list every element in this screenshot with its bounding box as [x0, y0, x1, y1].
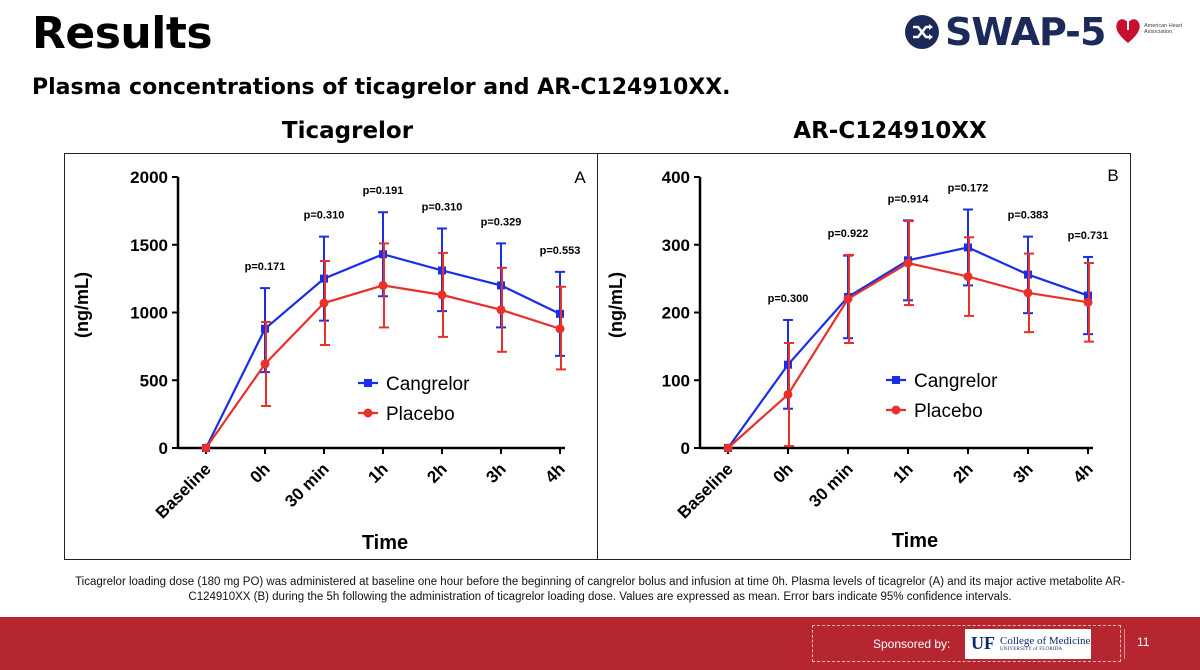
swap5-logo-text: SWAP-5: [945, 10, 1106, 54]
chart-a-y-axis-title: (ng/mL): [72, 272, 92, 338]
chart-a-legend-placebo-marker: [363, 408, 373, 418]
chart-b-y-tick-label: 400: [662, 168, 690, 187]
chart-a-p-value-label: p=0.553: [540, 245, 581, 257]
chart-a-legend-cangrelor-label: Cangrelor: [386, 374, 470, 395]
chart-a-placebo-point: [260, 359, 270, 369]
chart-b-panel-label: B: [1107, 166, 1118, 185]
chart-a-p-value-label: p=0.171: [245, 261, 286, 273]
page-separator: [1124, 629, 1125, 659]
uf-college-text: College of Medicine: [1000, 635, 1091, 647]
chart-b-x-tick-label: 1h: [889, 459, 916, 486]
chart-b-x-tick-label: 0h: [769, 459, 796, 486]
chart-a-x-tick-label: 30 min: [281, 459, 333, 511]
chart-b-x-tick-label: 3h: [1009, 459, 1036, 486]
chart-a-x-tick-label: 4h: [541, 459, 568, 486]
chart-a-x-tick-label: 1h: [364, 459, 391, 486]
chart-a-p-value-label: p=0.329: [481, 216, 522, 228]
chart-a-p-value-label: p=0.310: [422, 201, 463, 213]
chart-a-panel-label: A: [574, 168, 586, 187]
chart-b-placebo-point: [1083, 297, 1093, 307]
chart-a-legend-cangrelor-marker: [364, 379, 372, 387]
chart-a-y-tick-label: 1500: [130, 236, 168, 255]
page-title: Results: [32, 8, 213, 59]
chart-a-p-value-label: p=0.191: [363, 185, 404, 197]
chart-b-p-value-label: p=0.731: [1068, 230, 1109, 242]
chart-b-legend-placebo-marker: [891, 405, 901, 415]
chart-b-x-tick-label: 4h: [1069, 459, 1096, 486]
page-number: 11: [1137, 635, 1150, 649]
chart-a-placebo-point: [437, 290, 447, 300]
chart-b-legend-cangrelor-label: Cangrelor: [914, 371, 998, 392]
chart-a-x-axis-title: Time: [362, 532, 408, 554]
chart-b-x-tick-label: Baseline: [674, 459, 737, 522]
figure-caption: Ticagrelor loading dose (180 mg PO) was …: [75, 576, 1125, 603]
chart-a-p-value-label: p=0.310: [304, 210, 345, 222]
chart-b-placebo-point: [903, 258, 913, 268]
chart-a-y-tick-label: 0: [159, 439, 168, 458]
chart-b-heading: AR-C124910XX: [793, 118, 987, 144]
chart-a-y-tick-label: 500: [140, 371, 168, 390]
shuffle-icon: [905, 15, 939, 49]
aha-logo: American Heart Association.: [1115, 14, 1184, 44]
chart-b-y-tick-label: 300: [662, 236, 690, 255]
aha-logo-text: American Heart Association.: [1144, 23, 1183, 35]
chart-b-y-tick-label: 100: [662, 371, 690, 390]
chart-a-x-tick-label: 3h: [482, 459, 509, 486]
chart-b-p-value-label: p=0.300: [768, 293, 809, 305]
chart-a-placebo-point: [319, 298, 329, 308]
chart-b-placebo-point: [723, 443, 733, 453]
chart-b-legend-placebo-label: Placebo: [914, 401, 983, 422]
sponsor-box: Sponsored by: UF College of Medicine UNI…: [812, 625, 1121, 662]
chart-b-y-tick-label: 0: [681, 439, 690, 458]
footer-bar: Sponsored by: UF College of Medicine UNI…: [0, 617, 1200, 670]
chart-b-placebo-point: [1023, 288, 1033, 298]
uf-university-text: UNIVERSITY of FLORIDA: [1000, 647, 1063, 652]
chart-a-y-tick-label: 1000: [130, 304, 168, 323]
chart-b-y-axis-title: (ng/mL): [606, 272, 626, 338]
chart-b-placebo-point: [963, 272, 973, 282]
chart-b-p-value-label: p=0.383: [1008, 210, 1049, 222]
chart-a-legend-placebo-label: Placebo: [386, 404, 455, 425]
chart-b-x-axis-title: Time: [892, 530, 938, 552]
sponsor-label: Sponsored by:: [873, 636, 951, 651]
chart-b-p-value-label: p=0.914: [888, 193, 930, 205]
chart-b-p-value-label: p=0.172: [948, 183, 989, 195]
page-subtitle: Plasma concentrations of ticagrelor and …: [32, 75, 731, 100]
chart-b-x-tick-label: 2h: [949, 459, 976, 486]
chart-b-placebo-point: [783, 389, 793, 399]
chart-a-x-tick-label: 2h: [423, 459, 450, 486]
uf-logo-mark: UF: [971, 633, 995, 653]
chart-a-placebo-point: [555, 324, 565, 334]
chart-a-placebo-point: [378, 280, 388, 290]
heart-torch-icon: [1116, 14, 1140, 43]
chart-b-x-tick-label: 30 min: [805, 459, 857, 511]
chart-a-x-tick-label: Baseline: [152, 459, 215, 522]
chart-divider: [597, 153, 598, 560]
swap5-logo: SWAP-5: [905, 10, 1106, 54]
chart-a-placebo-point: [201, 443, 211, 453]
chart-a-heading: Ticagrelor: [281, 118, 414, 144]
chart-b-placebo-point: [843, 294, 853, 304]
chart-a-placebo-point: [496, 305, 506, 315]
chart-a-y-tick-label: 2000: [130, 168, 168, 187]
chart-a-x-tick-label: 0h: [246, 459, 273, 486]
chart-b-p-value-label: p=0.922: [828, 228, 869, 240]
chart-b-legend-cangrelor-marker: [892, 376, 900, 384]
uf-logo: UF College of Medicine UNIVERSITY of FLO…: [965, 628, 1091, 659]
chart-b-y-tick-label: 200: [662, 304, 690, 323]
